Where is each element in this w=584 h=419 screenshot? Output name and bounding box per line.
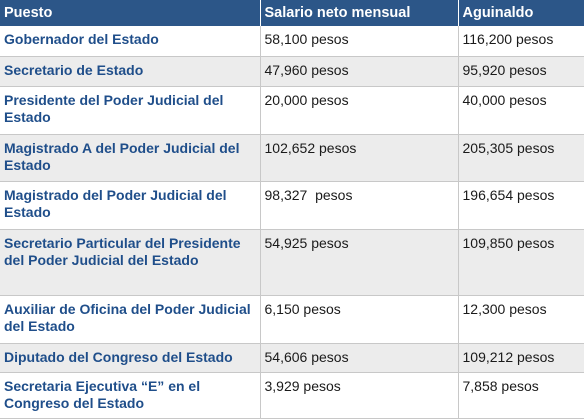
- cell-aguinaldo: 196,654 pesos: [458, 181, 584, 230]
- cell-puesto: Secretario de Estado: [0, 56, 261, 87]
- cell-aguinaldo: 12,300 pesos: [458, 295, 584, 344]
- column-header-aguinaldo: Aguinaldo: [458, 0, 584, 26]
- column-header-salario: Salario neto mensual: [260, 0, 459, 26]
- cell-puesto: Gobernador del Estado: [0, 26, 261, 57]
- table-row: Presidente del Poder Judicial del Estado…: [0, 86, 584, 135]
- cell-salario: 54,606 pesos: [260, 343, 459, 373]
- table-row: Magistrado A del Poder Judicial del Esta…: [0, 134, 584, 182]
- table-row: Secretario de Estado 47,960 pesos 95,920…: [0, 56, 584, 87]
- cell-puesto: Auxiliar de Oficina del Poder Judicial d…: [0, 295, 261, 344]
- cell-aguinaldo: 7,858 pesos: [458, 372, 584, 419]
- table-row: Auxiliar de Oficina del Poder Judicial d…: [0, 295, 584, 344]
- header-row: Puesto Salario neto mensual Aguinaldo: [0, 0, 584, 26]
- cell-aguinaldo: 109,850 pesos: [458, 229, 584, 296]
- column-header-puesto: Puesto: [0, 0, 261, 26]
- cell-puesto: Secretario Particular del Presidente del…: [0, 229, 261, 296]
- cell-aguinaldo: 205,305 pesos: [458, 134, 584, 182]
- table-row: Secretario Particular del Presidente del…: [0, 229, 584, 296]
- cell-salario: 102,652 pesos: [260, 134, 459, 182]
- table-row: Magistrado del Poder Judicial del Estado…: [0, 181, 584, 230]
- cell-aguinaldo: 109,212 pesos: [458, 343, 584, 373]
- cell-aguinaldo: 116,200 pesos: [458, 26, 584, 57]
- table-row: Diputado del Congreso del Estado 54,606 …: [0, 343, 584, 373]
- table-body: Gobernador del Estado 58,100 pesos 116,2…: [0, 26, 584, 419]
- cell-salario: 3,929 pesos: [260, 372, 459, 419]
- cell-salario: 58,100 pesos: [260, 26, 459, 57]
- cell-puesto: Secretaria Ejecutiva “E” en el Congreso …: [0, 372, 261, 419]
- cell-salario: 6,150 pesos: [260, 295, 459, 344]
- cell-puesto: Magistrado del Poder Judicial del Estado: [0, 181, 261, 230]
- cell-salario: 98,327 pesos: [260, 181, 459, 230]
- table-row: Secretaria Ejecutiva “E” en el Congreso …: [0, 372, 584, 419]
- cell-puesto: Presidente del Poder Judicial del Estado: [0, 86, 261, 135]
- cell-aguinaldo: 40,000 pesos: [458, 86, 584, 135]
- cell-salario: 20,000 pesos: [260, 86, 459, 135]
- cell-puesto: Diputado del Congreso del Estado: [0, 343, 261, 373]
- cell-aguinaldo: 95,920 pesos: [458, 56, 584, 87]
- cell-salario: 54,925 pesos: [260, 229, 459, 296]
- cell-salario: 47,960 pesos: [260, 56, 459, 87]
- cell-puesto: Magistrado A del Poder Judicial del Esta…: [0, 134, 261, 182]
- table-row: Gobernador del Estado 58,100 pesos 116,2…: [0, 26, 584, 57]
- table-header: Puesto Salario neto mensual Aguinaldo: [0, 0, 584, 26]
